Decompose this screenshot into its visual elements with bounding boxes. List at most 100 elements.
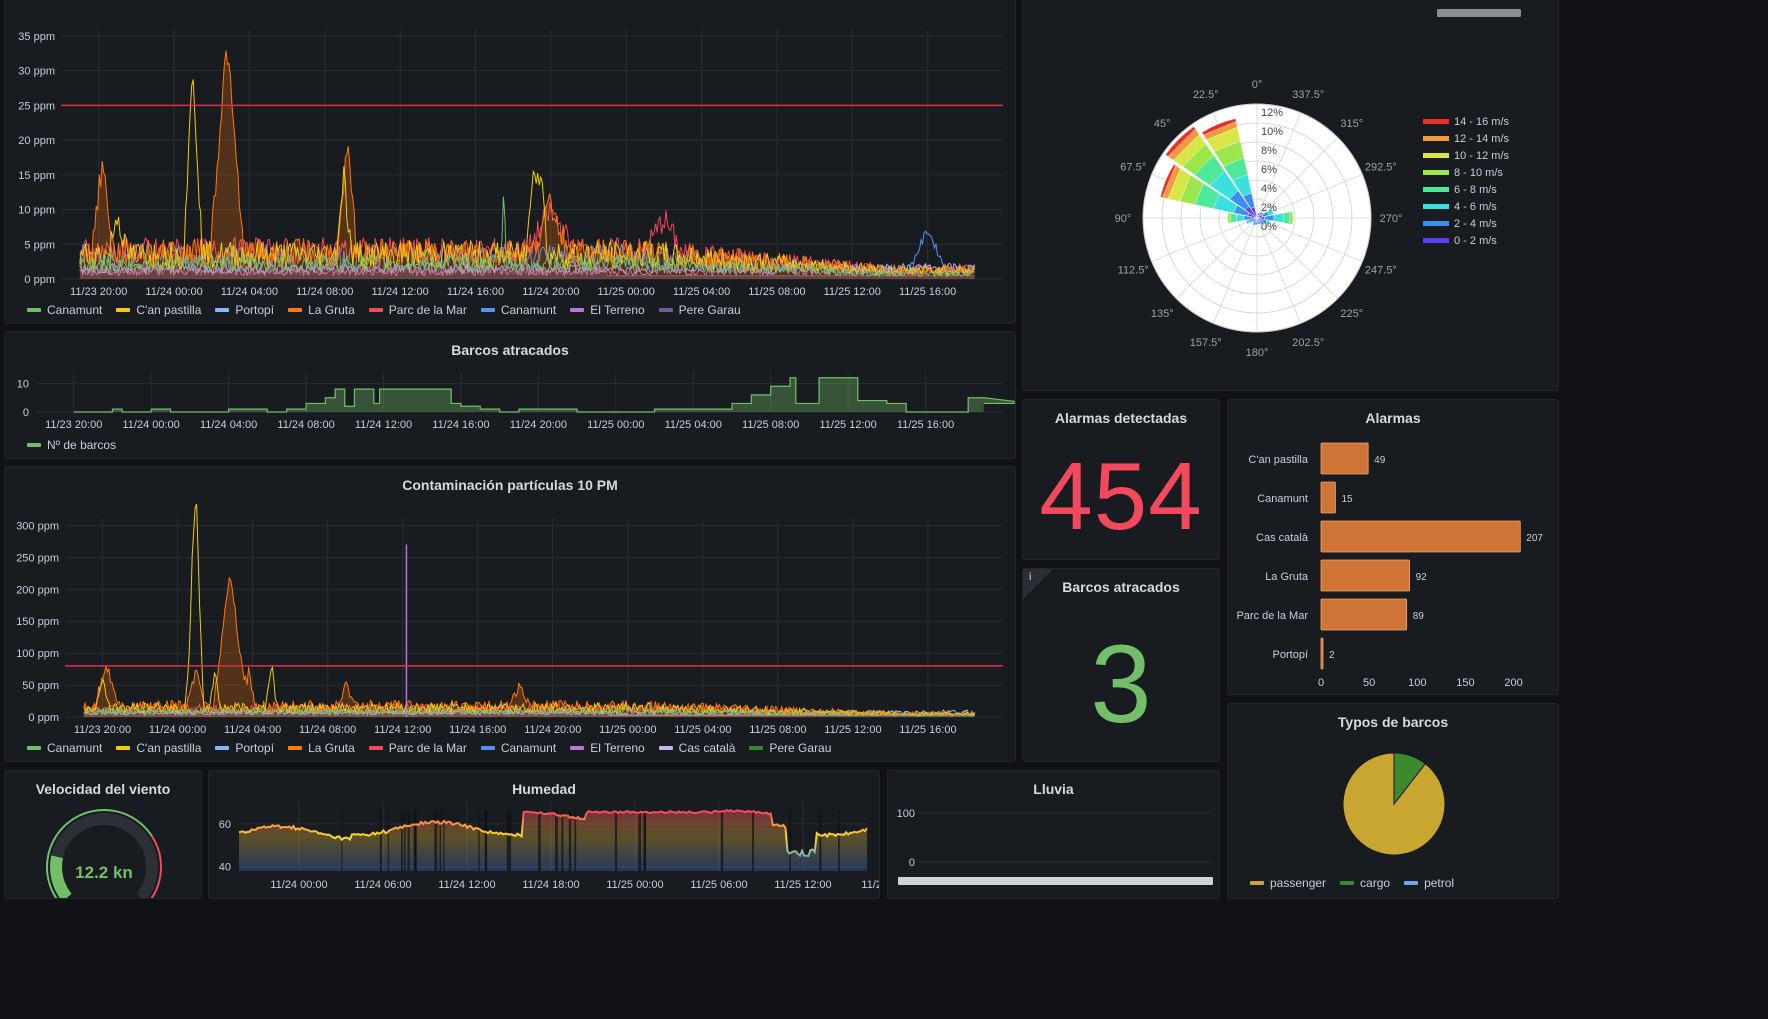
bar-category-label: Portopí — [1273, 649, 1308, 661]
rose-direction-label: 337.5° — [1292, 89, 1324, 101]
bar-x-tick-label: 200 — [1504, 677, 1522, 689]
pie-legend-item[interactable]: cargo — [1340, 876, 1390, 890]
gauge-track — [50, 813, 158, 898]
legend-label: La Gruta — [308, 741, 355, 755]
rose-radial-label: 0% — [1261, 221, 1277, 233]
ppm-legend-item[interactable]: El Terreno — [570, 303, 645, 317]
rose-direction-label: 135° — [1151, 308, 1174, 320]
ppm-legend-item[interactable]: La Gruta — [288, 303, 355, 317]
pie-legend-item[interactable]: passenger — [1250, 876, 1326, 890]
rose-spoke — [1176, 217, 1258, 299]
x-tick-label: 11/24 16:00 — [449, 724, 506, 736]
x-tick-label: 11/24 12:00 — [374, 724, 431, 736]
alarmas-detectadas-value: 454 — [1039, 443, 1203, 550]
x-tick-label: 11/24 16:00 — [447, 286, 504, 297]
x-tick-label: 11/25 00:00 — [598, 286, 655, 297]
x-tick-label: 11/25 12:00 — [824, 286, 881, 297]
x-tick-label: 11/24 18:00 — [522, 879, 579, 891]
x-tick-label: 11/24 06:00 — [354, 879, 411, 891]
ppm-legend-item[interactable]: C'an pastilla — [116, 303, 201, 317]
rose-petal-segment — [1230, 212, 1237, 224]
pm10-legend-item[interactable]: Portopí — [215, 741, 274, 755]
barcos-chart[interactable]: 10 0 11/23 20:00 11/24 00:00 11/24 04:00 11/2… — [5, 332, 1016, 436]
rose-legend-label: 2 - 4 m/s — [1454, 218, 1497, 230]
y-tick-label: 30 ppm — [18, 66, 55, 78]
lluvia-chart[interactable]: 100 0 — [888, 771, 1220, 899]
legend-swatch — [27, 443, 41, 447]
legend-label: Canamunt — [500, 303, 557, 317]
rose-legend-swatch — [1423, 119, 1449, 124]
rose-petal-segment — [1256, 215, 1258, 219]
pm10-legend: Canamunt C'an pastilla Portopí La Gruta Parc… — [27, 741, 831, 755]
legend-label: Canamunt — [47, 741, 103, 755]
pm10-legend-item[interactable]: Canamunt — [27, 741, 102, 755]
x-tick-label: 11/24 04:00 — [221, 286, 278, 297]
y-tick-label: 25 ppm — [18, 100, 55, 112]
rose-petal-segment — [1267, 208, 1274, 216]
rose-petal-segment — [1201, 118, 1237, 136]
rose-spoke — [1256, 217, 1338, 299]
rose-petal-segment — [1258, 219, 1264, 225]
pm10-legend-item[interactable]: Canamunt — [480, 741, 557, 755]
rose-radial-label: 10% — [1261, 126, 1283, 138]
info-corner[interactable] — [1023, 569, 1053, 599]
ppm-legend-item[interactable]: Canamunt — [27, 303, 102, 317]
ppm-legend-item[interactable]: Pere Garau — [658, 303, 741, 317]
series-canamunt — [79, 196, 976, 279]
rose-radial-label: 8% — [1261, 145, 1277, 157]
x-tick-label: 11/25 16:00 — [899, 724, 956, 736]
info-icon[interactable]: i — [1029, 571, 1032, 583]
barcos-stat-title: Barcos atracados — [1062, 579, 1180, 595]
legend-label: Pere Garau — [769, 741, 832, 755]
pm10-legend-item[interactable]: Cas català — [658, 741, 735, 755]
rose-radial-label: 4% — [1261, 183, 1277, 195]
pm10-chart[interactable]: 300 ppm 250 ppm 200 ppm 150 ppm 100 ppm 50 pp… — [5, 467, 1016, 739]
pm10-legend-item[interactable]: Pere Garau — [749, 741, 831, 755]
rose-direction-label: 22.5° — [1193, 89, 1219, 101]
bar-value-label: 2 — [1329, 650, 1335, 661]
rose-petal-segment — [1227, 212, 1232, 224]
y-tick-label: 0 — [909, 857, 915, 869]
pm10-legend-item[interactable]: Parc de la Mar — [368, 741, 467, 755]
rose-spoke — [1151, 217, 1258, 262]
pie-legend-item[interactable]: petrol — [1404, 876, 1454, 890]
ppm-legend-item[interactable]: Portopí — [215, 303, 274, 317]
x-tick-label: 11/25 04:00 — [673, 286, 730, 297]
x-tick-label: 11/25 16:00 — [899, 286, 956, 297]
y-tick-label: 5 ppm — [24, 239, 55, 251]
ppm-legend-item[interactable]: Parc de la Mar — [368, 303, 467, 317]
series-parc-de-la-mar — [79, 202, 976, 276]
alarmas-bar-chart[interactable]: 0 50 100 150 200 C'an pastilla 49 Canamunt 15 Cas… — [1228, 400, 1559, 695]
barcos-legend-item[interactable]: Nº de barcos — [27, 438, 116, 452]
lluvia-title: Lluvia — [1033, 781, 1074, 797]
pm10-legend-item[interactable]: El Terreno — [570, 741, 645, 755]
pm10-legend-item[interactable]: La Gruta — [288, 741, 355, 755]
tipos-barcos-pie[interactable] — [1228, 704, 1559, 899]
legend-label: Canamunt — [500, 741, 557, 755]
x-tick-label: 11/24 00:00 — [270, 879, 327, 891]
velocidad-title: Velocidad del viento — [35, 781, 171, 797]
rose-legend-swatch — [1423, 204, 1449, 209]
rose-direction-label: 0° — [1252, 79, 1263, 91]
legend-label: petrol — [1424, 876, 1455, 890]
x-tick-label: 11/24 12:00 — [355, 419, 412, 431]
pie-slice — [1342, 752, 1446, 856]
series-la-gruta-area — [83, 578, 975, 717]
wind-rose-panel: 12% 10% 8% 6% 4% 2% 0% 0° 337.5° 315° 292.5° 270° 24… — [1022, 0, 1559, 391]
rose-direction-label: 270° — [1380, 213, 1403, 225]
rose-direction-label: 180° — [1246, 347, 1269, 359]
legend-label: Parc de la Mar — [388, 741, 467, 755]
ppm-legend-item[interactable]: Canamunt — [480, 303, 557, 317]
humedad-chart[interactable]: 60 40 11/24 00:00 11/24 06:00 11/24 12:00 11/… — [209, 771, 880, 899]
y-tick-label: 40 — [219, 862, 231, 874]
x-tick-label: 11/25 16:00 — [897, 419, 954, 431]
wind-rose-chart[interactable]: 12% 10% 8% 6% 4% 2% 0% 0° 337.5° 315° 292.5° 270° 24… — [1023, 0, 1559, 391]
pm10-legend-item[interactable]: C'an pastilla — [116, 741, 201, 755]
rose-spoke — [1256, 112, 1301, 219]
rose-legend-swatch — [1423, 187, 1449, 192]
ppm-chart[interactable]: 35 ppm 30 ppm 25 ppm 20 ppm 15 ppm 10 ppm 5 pp… — [5, 0, 1016, 297]
ppm-legend: Canamunt C'an pastilla Portopí La Gruta Parc… — [27, 303, 741, 317]
x-tick-label: 11/24 12:00 — [371, 286, 428, 297]
panel-toolbar[interactable] — [1437, 9, 1521, 17]
series-la-gruta — [79, 50, 976, 276]
